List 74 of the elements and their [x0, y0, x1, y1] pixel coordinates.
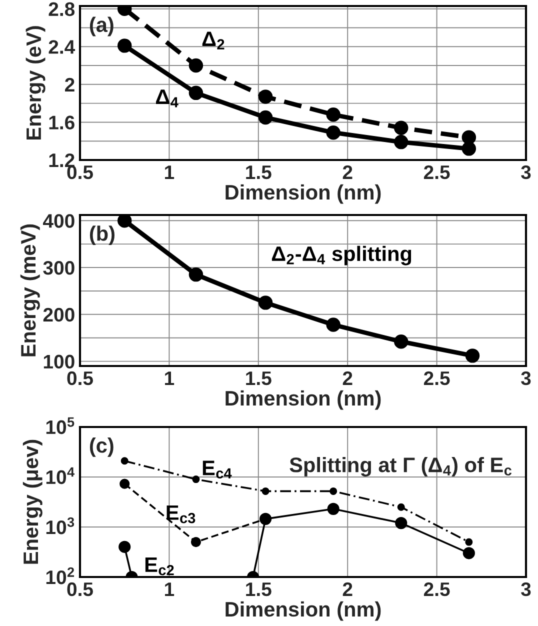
point [465, 538, 473, 546]
x-axis-title: Dimension (nm) [226, 184, 381, 204]
point [397, 503, 405, 511]
point [262, 487, 270, 495]
point [258, 110, 273, 125]
y-tick-label: 100 [44, 354, 74, 369]
x-tick-label: 2 [342, 165, 352, 179]
x-tick-label: 2.5 [424, 371, 450, 386]
x-tick-label: 3 [521, 582, 531, 596]
point [258, 296, 273, 310]
point [327, 502, 340, 515]
point [188, 267, 204, 282]
x-tick-label: 2 [342, 371, 352, 385]
y-axis-title: Energy (eV) [26, 26, 46, 140]
x-tick-label: 0.5 [67, 165, 93, 180]
annotation: (c) [90, 438, 114, 457]
y-tick-label: 10$^{4}$ [46, 467, 74, 484]
series-label: Δ$_{2}$-Δ$_{4}$ splitting [272, 246, 412, 266]
point [117, 215, 132, 228]
annotation: (b) [90, 226, 114, 245]
x-tick-label: 2.5 [424, 165, 450, 180]
series-label: Δ$_{4}$ [156, 90, 178, 108]
y-tick-label: 2.4 [48, 40, 76, 54]
point [188, 86, 204, 100]
y-tick-label: 10$^{3}$ [46, 517, 74, 534]
annotation: Splitting at Γ (Δ$_{4}$) of E$_{c}$ [290, 457, 512, 477]
point [394, 120, 408, 135]
point [120, 478, 130, 489]
point [190, 537, 201, 548]
x-tick-label: 1 [165, 582, 174, 596]
point [395, 516, 408, 530]
series-label: E$_{c4}$ [202, 460, 232, 479]
x-tick-label: 2.5 [424, 582, 450, 596]
x-axis-title: Dimension (nm) [226, 601, 381, 621]
annotation: (a) [90, 16, 114, 36]
point [258, 90, 273, 104]
x-tick-label: 3 [521, 165, 531, 180]
point [394, 334, 408, 349]
y-tick-label: 300 [43, 260, 74, 275]
point [465, 348, 480, 363]
point [394, 134, 408, 150]
point [192, 476, 200, 484]
y-axis-title: Energy (meV) [20, 224, 40, 356]
x-tick-label: 1 [165, 372, 174, 385]
y-tick-label: 10$^{5}$ [46, 417, 74, 434]
y-tick-label: 400 [42, 214, 74, 228]
x-tick-label: 1.5 [246, 166, 272, 180]
point [188, 58, 204, 73]
y-tick-label: 1.6 [49, 116, 74, 130]
x-tick-label: 3 [521, 371, 531, 386]
point [330, 487, 338, 495]
x-tick-label: 1.5 [246, 372, 272, 386]
x-tick-label: 0.5 [67, 582, 93, 596]
x-axis-title: Dimension (nm) [226, 390, 381, 410]
y-tick-label: 2 [65, 78, 74, 92]
point [118, 540, 131, 553]
y-tick-label: 1.2 [49, 153, 74, 168]
series-label: E$_{c3}$ [166, 505, 196, 524]
y-tick-label: 200 [43, 308, 74, 322]
x-tick-label: 0.5 [67, 371, 93, 386]
x-tick-label: 2 [342, 582, 352, 596]
point [462, 130, 476, 144]
point [326, 108, 340, 122]
y-axis-title: Energy (μev) [22, 440, 42, 564]
point [326, 125, 340, 140]
point [117, 38, 132, 53]
point [462, 547, 475, 560]
y-tick-label: 2.8 [48, 2, 75, 16]
x-tick-label: 1.5 [246, 582, 272, 596]
series-label: E$_{c2}$ [145, 558, 174, 576]
point [120, 457, 128, 465]
x-tick-label: 1 [165, 166, 174, 179]
series-label: Δ$_{2}$ [202, 32, 224, 50]
point [326, 318, 340, 332]
